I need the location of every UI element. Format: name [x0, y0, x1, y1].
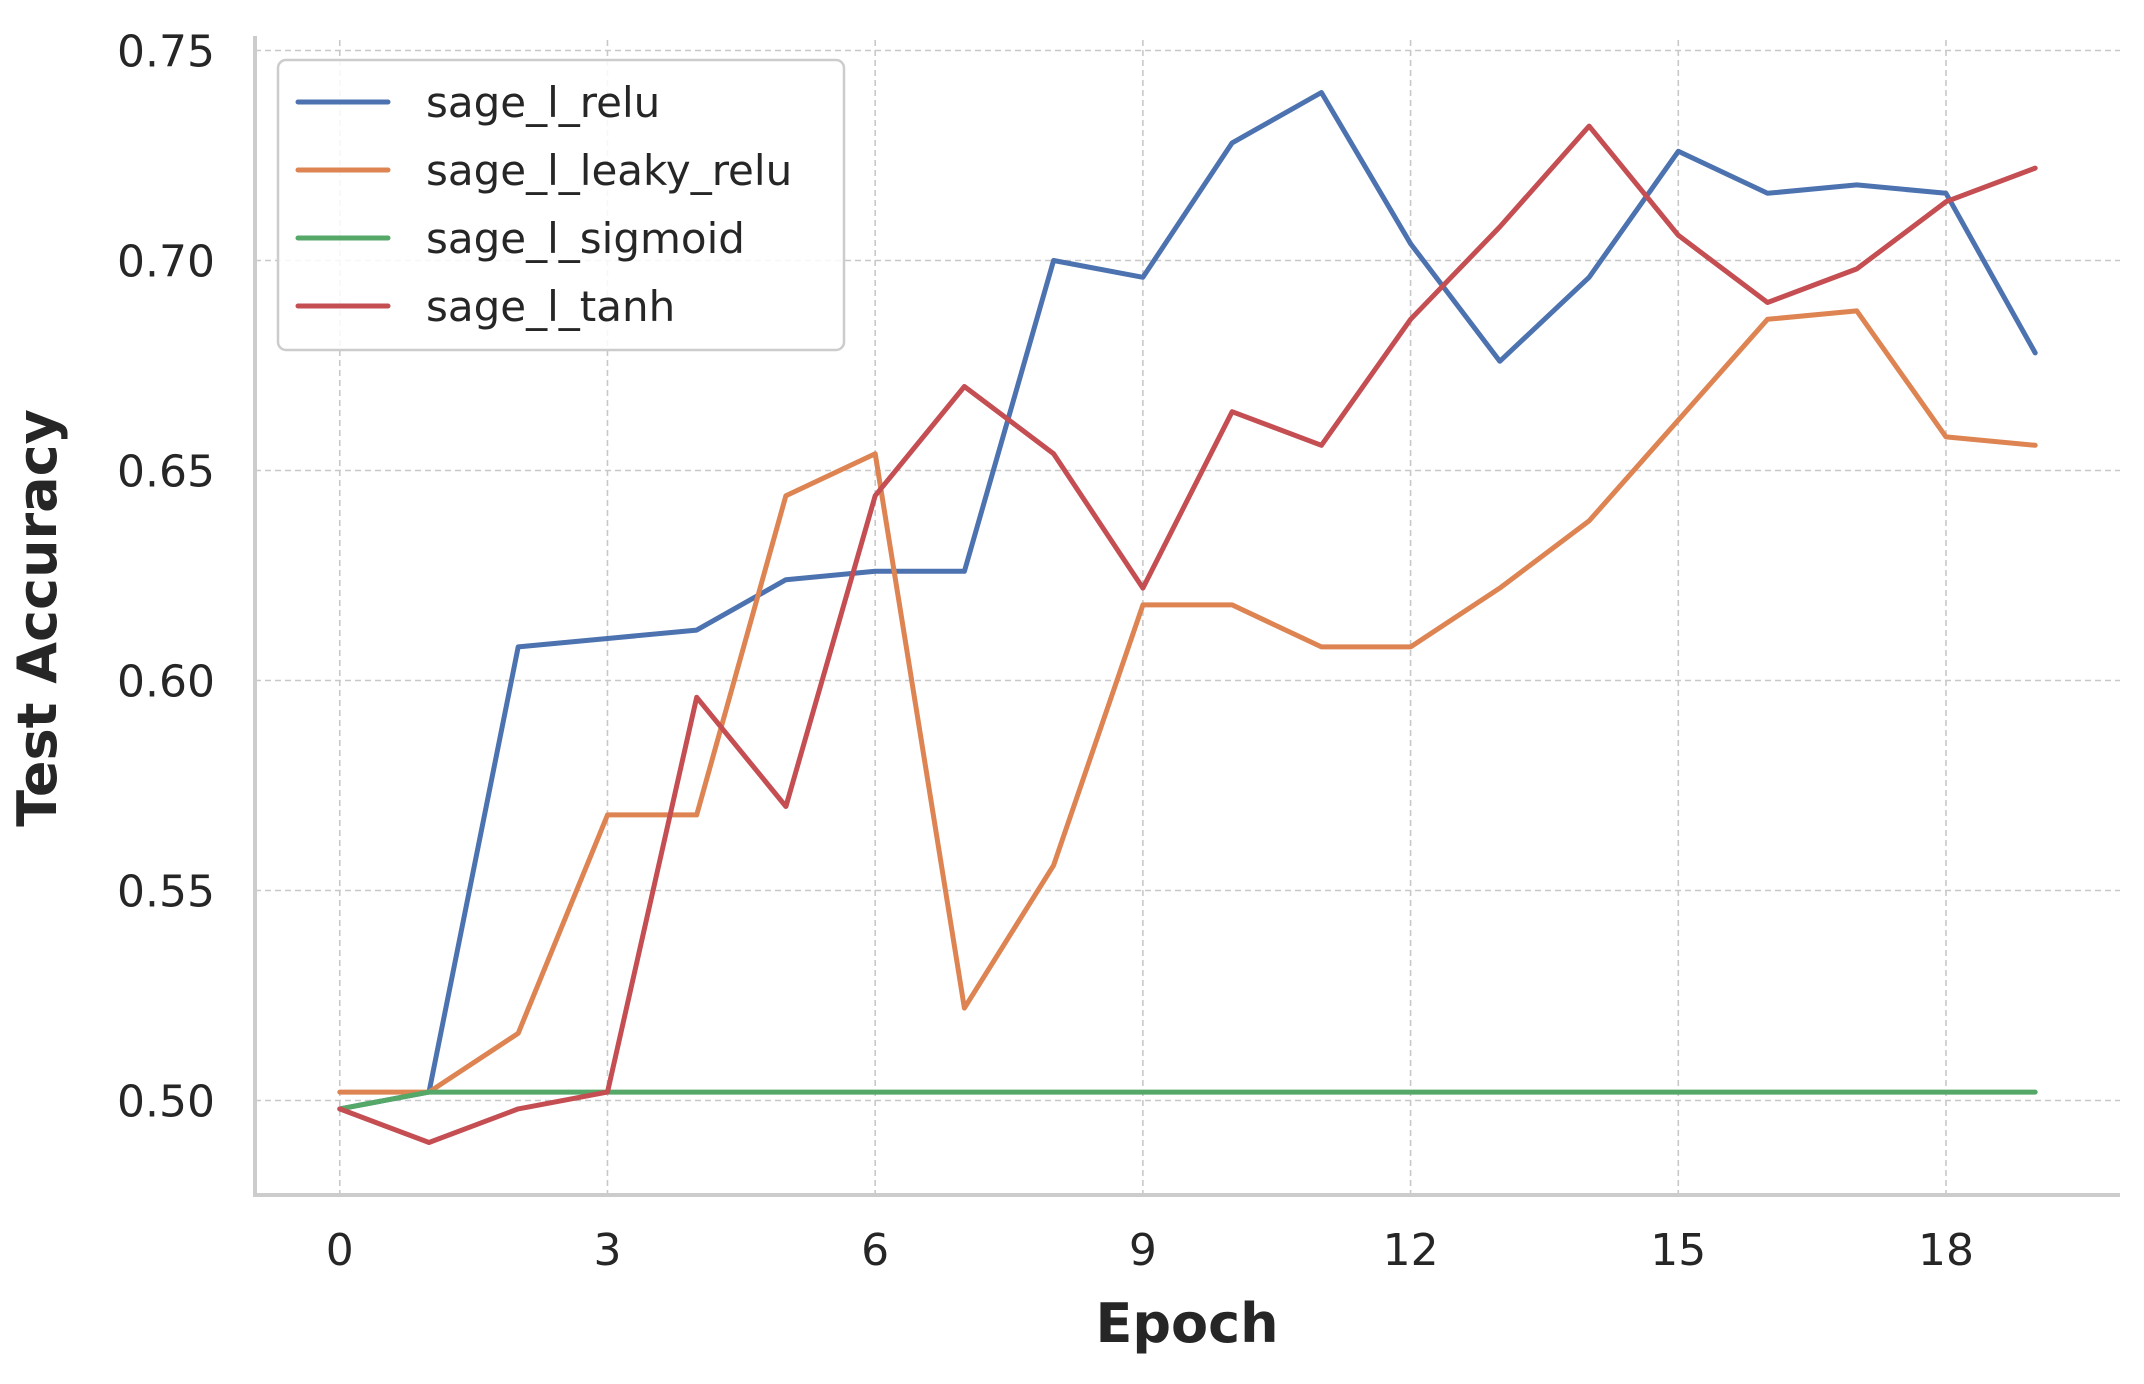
series-line-sage_l_leaky_relu — [337, 308, 2038, 1095]
series-lines — [337, 90, 2038, 1145]
y-tick-label: 0.65 — [117, 447, 215, 498]
legend-label-sage_l_leaky_relu: sage_l_leaky_relu — [426, 146, 792, 195]
y-tick-label: 0.60 — [117, 657, 215, 708]
x-tick-labels: 0 3 6 9 12 15 18 — [326, 1225, 1974, 1276]
y-tick-label: 0.50 — [117, 1077, 215, 1128]
legend-label-sage_l_sigmoid: sage_l_sigmoid — [426, 214, 745, 263]
y-tick-label: 0.75 — [117, 27, 215, 78]
legend-label-sage_l_tanh: sage_l_tanh — [426, 282, 675, 331]
x-axis-title: Epoch — [1095, 1292, 1278, 1355]
x-tick-label: 6 — [861, 1225, 889, 1276]
y-tick-label: 0.70 — [117, 237, 215, 288]
x-tick-label: 0 — [326, 1225, 354, 1276]
legend: sage_l_relu sage_l_leaky_relu sage_l_sigmo… — [276, 58, 846, 352]
series-line-sage_l_relu — [337, 90, 2038, 1112]
y-tick-label: 0.55 — [117, 867, 215, 918]
y-axis-title: Test Accuracy — [6, 409, 69, 827]
x-tick-label: 9 — [1129, 1225, 1157, 1276]
axes — [253, 36, 2120, 1197]
grid-lines — [255, 40, 2120, 1195]
x-tick-label: 15 — [1650, 1225, 1706, 1276]
series-line-sage_l_tanh — [337, 123, 2038, 1145]
x-tick-label: 3 — [593, 1225, 621, 1276]
x-tick-label: 12 — [1383, 1225, 1439, 1276]
series-line-sage_l_sigmoid — [337, 1089, 2038, 1112]
legend-box — [276, 58, 846, 352]
legend-label-sage_l_relu: sage_l_relu — [426, 78, 660, 127]
y-tick-labels: 0.50 0.55 0.60 0.65 0.70 0.75 — [117, 27, 215, 1128]
x-tick-label: 18 — [1918, 1225, 1974, 1276]
